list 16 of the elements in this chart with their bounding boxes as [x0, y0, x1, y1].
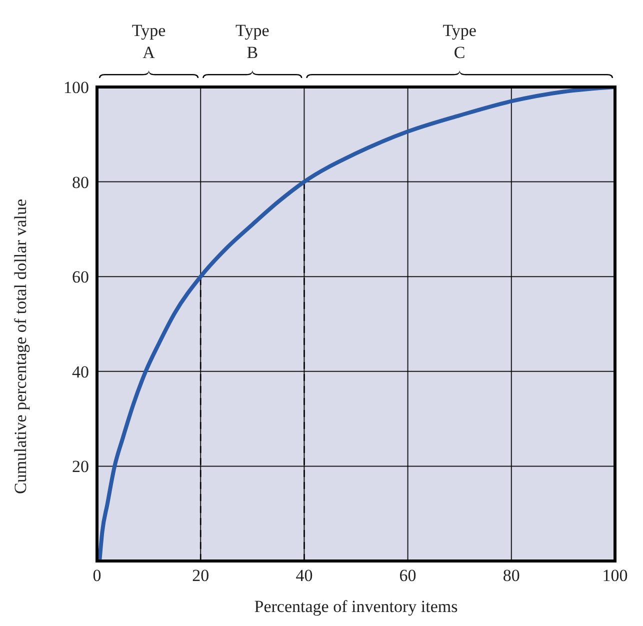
text: Type B [236, 21, 270, 62]
y-tick-label: 100 [64, 78, 89, 98]
x-tick-label: 100 [602, 566, 628, 586]
y-tick-label: 20 [72, 457, 89, 476]
x-tick-label: 40 [296, 566, 313, 586]
y-tick-label: 60 [72, 268, 89, 287]
text: Type C [442, 21, 476, 62]
y-axis-title: Cumulative percentage of total dollar value [11, 198, 30, 494]
x-axis-title: Percentage of inventory items [254, 597, 458, 616]
y-tick-label: 40 [72, 362, 89, 382]
x-tick-label: 20 [192, 566, 210, 586]
text: Type A [132, 21, 166, 62]
x-tick-label: 0 [92, 566, 102, 586]
y-tick-label: 80 [72, 172, 89, 192]
x-tick-label: 80 [502, 566, 520, 586]
x-tick-label: 60 [399, 566, 416, 586]
